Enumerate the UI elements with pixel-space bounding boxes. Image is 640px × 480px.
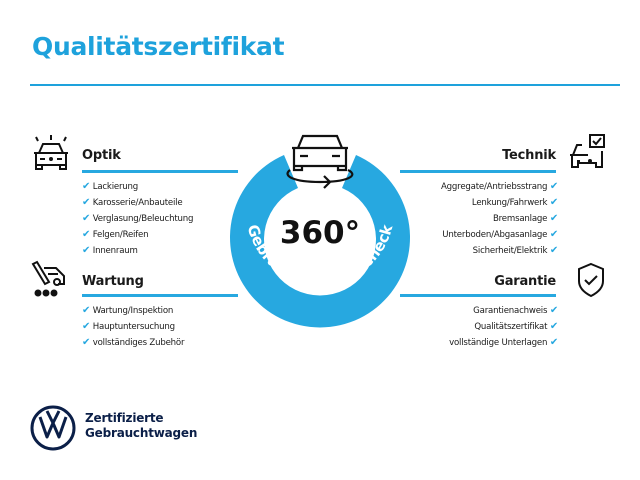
brand-line-1: Zertifizierte	[85, 411, 164, 425]
list-item: Aggregate/Antriebsstrang ✔	[440, 181, 558, 192]
list-item: Qualitätszertifikat ✔	[474, 321, 558, 332]
list-item: ✔ vollständiges Zubehör	[82, 337, 185, 348]
list-item: ✔ Innenraum	[82, 245, 138, 256]
list-item: vollständige Unterlagen ✔	[449, 337, 558, 348]
check-icon: ✔	[82, 229, 91, 240]
service-tools-icon	[31, 260, 65, 297]
list-item: Garantienachweis ✔	[473, 305, 558, 316]
section-heading-wartung: Wartung	[82, 274, 144, 289]
brand-line-2: Gebrauchtwagen	[85, 426, 198, 440]
page-title: Qualitätszertifikat	[32, 32, 285, 61]
section-heading-technik: Technik	[502, 148, 556, 163]
list-item: Lenkung/Fahrwerk ✔	[471, 197, 558, 208]
list-garantie: Garantienachweis ✔ Qualitätszertifikat ✔…	[380, 303, 558, 351]
list-item: ✔ Lackierung	[82, 181, 139, 192]
list-item: Unterboden/Abgasanlage ✔	[442, 229, 558, 240]
360-label: 360°	[280, 215, 360, 251]
360-check-badge: 360° Gebrauchtwagen-Check	[230, 134, 410, 328]
section-heading-garantie: Garantie	[494, 274, 556, 289]
shield-check-icon	[578, 262, 604, 298]
check-icon: ✔	[82, 213, 91, 224]
ring	[230, 155, 410, 328]
section-heading-optik: Optik	[82, 148, 121, 163]
check-icon: ✔	[549, 337, 558, 348]
check-icon: ✔	[82, 245, 91, 256]
list-item: ✔ Hauptuntersuchung	[82, 321, 175, 332]
list-item: ✔ Felgen/Reifen	[82, 229, 149, 240]
car-lights-icon	[34, 135, 68, 170]
title-divider	[30, 84, 620, 86]
list-item: Bremsanlage ✔	[492, 213, 558, 224]
list-item: ✔ Verglasung/Beleuchtung	[82, 213, 194, 224]
list-item: Sicherheit/Elektrik ✔	[472, 245, 559, 256]
list-technik: Aggregate/Antriebsstrang ✔ Lenkung/Fahrw…	[380, 179, 558, 259]
check-icon: ✔	[549, 181, 558, 192]
check-icon: ✔	[549, 305, 558, 316]
brand-text: Zertifizierte Gebrauchtwagen	[85, 411, 197, 441]
check-icon: ✔	[82, 197, 91, 208]
list-item: ✔ Karosserie/Anbauteile	[82, 197, 183, 208]
check-icon: ✔	[82, 181, 91, 192]
section-divider	[400, 170, 556, 173]
check-icon: ✔	[549, 197, 558, 208]
car-checklist-icon	[570, 134, 605, 168]
check-icon: ✔	[549, 213, 558, 224]
car-rotate-icon	[286, 134, 354, 189]
check-icon: ✔	[82, 305, 91, 316]
list-optik: ✔ Lackierung ✔ Karosserie/Anbauteile ✔ V…	[82, 179, 193, 259]
check-icon: ✔	[82, 337, 91, 348]
list-item: ✔ Wartung/Inspektion	[82, 305, 174, 316]
list-wartung: ✔ Wartung/Inspektion ✔ Hauptuntersuchung…	[82, 303, 185, 351]
vw-logo	[30, 405, 76, 451]
check-icon: ✔	[82, 321, 91, 332]
section-divider	[82, 170, 238, 173]
check-icon: ✔	[549, 245, 558, 256]
check-icon: ✔	[549, 229, 558, 240]
check-icon: ✔	[549, 321, 558, 332]
section-divider	[82, 294, 238, 297]
section-divider	[400, 294, 556, 297]
